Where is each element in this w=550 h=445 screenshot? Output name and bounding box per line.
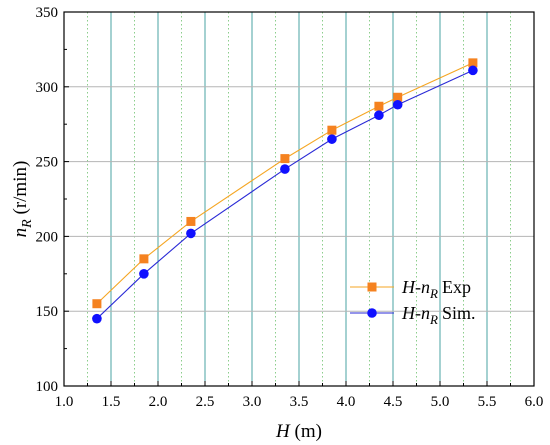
data-point — [139, 254, 149, 264]
y-axis-variable: n — [10, 228, 31, 238]
legend-exp-label: H-nR Exp — [401, 277, 471, 301]
data-point — [327, 125, 337, 135]
legend-sim-dash: - — [415, 303, 421, 323]
legend-exp-marker — [367, 282, 377, 292]
legend-entry-exp: H-nR Exp — [350, 277, 471, 301]
axis-ticks — [63, 11, 535, 387]
legend-sim-var-a: H — [401, 303, 416, 323]
y-axis-label: nR (r/min) — [10, 161, 36, 238]
data-point — [374, 101, 384, 111]
x-axis-unit: (m) — [295, 421, 322, 442]
data-point — [392, 99, 403, 110]
y-tick-labels: 100 150 200 250 300 350 — [36, 5, 59, 395]
x-tick-labels: 1.0 1.5 2.0 2.5 3.0 3.5 4.0 4.5 5.0 5.5 6.0 — [55, 394, 544, 410]
data-point — [393, 92, 403, 102]
major-grid — [64, 12, 534, 386]
series-exp — [92, 58, 478, 309]
x-axis-variable: H — [275, 421, 291, 442]
legend-sim-label: H-nR Sim. — [401, 303, 475, 327]
series-layer — [92, 58, 478, 324]
x-tick-label: 1.0 — [55, 394, 74, 410]
x-tick-label: 2.0 — [149, 394, 168, 410]
data-point — [139, 269, 149, 279]
data-point — [468, 58, 478, 68]
legend-sim-tail: Sim. — [442, 303, 476, 323]
legend-sim-sub: R — [429, 312, 438, 327]
data-point — [280, 164, 290, 174]
y-tick-label: 250 — [36, 155, 59, 171]
legend: H-nR Exp H-nR Sim. — [350, 277, 475, 327]
y-tick-label: 200 — [36, 229, 59, 245]
x-tick-label: 6.0 — [525, 394, 544, 410]
legend-sim-var-b: n — [421, 303, 430, 323]
x-tick-label: 4.5 — [384, 394, 403, 410]
x-axis-label: H (m) — [275, 421, 322, 442]
legend-sim-marker — [367, 308, 377, 318]
data-point — [92, 299, 102, 309]
legend-exp-sub: R — [429, 286, 438, 301]
x-tick-label: 5.5 — [478, 394, 497, 410]
data-point — [186, 216, 196, 226]
y-axis-subscript: R — [20, 219, 35, 229]
x-tick-label: 3.0 — [243, 394, 262, 410]
legend-exp-var-a: H — [401, 277, 416, 297]
y-tick-label: 300 — [36, 80, 59, 96]
x-tick-label: 5.0 — [431, 394, 450, 410]
x-tick-label: 1.5 — [102, 394, 121, 410]
legend-entry-sim: H-nR Sim. — [350, 303, 475, 327]
series-line — [96, 62, 474, 305]
data-point — [186, 228, 196, 239]
series-sim — [92, 65, 478, 324]
data-point — [468, 65, 478, 76]
y-tick-label: 350 — [36, 5, 59, 21]
legend-exp-var-b: n — [421, 277, 430, 297]
data-point — [92, 313, 102, 324]
x-tick-label: 3.5 — [290, 394, 309, 410]
legend-exp-dash: - — [415, 277, 421, 297]
y-tick-label: 100 — [36, 379, 59, 395]
legend-exp-tail: Exp — [442, 277, 471, 297]
data-point — [280, 154, 290, 164]
y-axis-unit: (r/min) — [10, 161, 31, 215]
y-tick-label: 150 — [36, 304, 59, 320]
data-point — [374, 110, 384, 121]
data-point — [327, 134, 337, 144]
x-tick-label: 4.0 — [337, 394, 356, 410]
x-tick-label: 2.5 — [196, 394, 215, 410]
